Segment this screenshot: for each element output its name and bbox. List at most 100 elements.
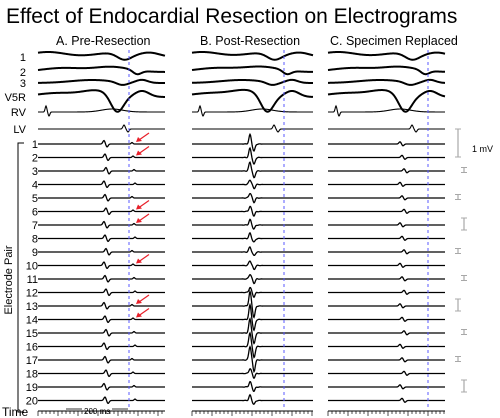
electrode-pair-trace	[38, 328, 165, 337]
red-arrow-head	[136, 150, 142, 156]
electrode-pair-trace	[328, 262, 445, 268]
lead-label-rv: RV	[11, 107, 27, 119]
electrode-pair-label-3: 3	[32, 166, 38, 178]
reference-lines	[128, 50, 429, 410]
electrode-pair-trace	[192, 393, 313, 405]
electrode-pair-trace	[38, 315, 165, 324]
electrode-pair-label-2: 2	[32, 153, 38, 165]
electrode-pair-trace	[328, 357, 445, 363]
electrode-pair-trace	[328, 154, 445, 160]
electrode-pair-trace	[328, 168, 445, 174]
surface-trace	[327, 89, 446, 113]
electrode-pair-trace	[328, 330, 445, 336]
electrode-pair-trace	[192, 260, 313, 271]
surface-trace	[37, 89, 166, 113]
red-arrow-head	[136, 137, 142, 142]
time-axis	[37, 408, 445, 416]
figure-title: Effect of Endocardial Resection on Elect…	[6, 5, 457, 28]
electrode-pair-trace	[328, 316, 445, 322]
red-arrow	[138, 294, 150, 303]
electrode-pair-trace	[192, 302, 313, 332]
electrode-pair-trace	[328, 141, 445, 147]
electrode-pair-trace	[328, 181, 445, 187]
electrode-pair-axis-label: Electrode Pair	[3, 245, 15, 314]
time-scale-label: 200 ms	[84, 407, 110, 416]
electrode-pair-trace	[328, 249, 445, 255]
annotation-arrows	[136, 132, 150, 318]
electrode-pair-trace	[38, 234, 165, 243]
electrode-pair-trace	[328, 289, 445, 295]
electrode-pair-trace	[328, 276, 445, 282]
electrode-pair-trace	[192, 317, 313, 345]
electrode-pair-trace	[192, 205, 313, 217]
electrode-pair-trace	[38, 342, 165, 351]
electrode-pair-trace	[328, 370, 445, 376]
electrode-pair-trace	[38, 261, 165, 270]
electrode-pair-label-9: 9	[32, 247, 38, 259]
electrode-pair-trace	[38, 139, 165, 148]
electrode-pair-trace	[38, 301, 165, 310]
electrode-pair-trace	[192, 289, 313, 319]
electrode-pair-trace	[192, 132, 313, 152]
electrogram-traces	[37, 50, 446, 405]
surface-trace	[38, 104, 165, 117]
electrode-pair-trace	[38, 247, 165, 256]
electrode-pair-trace	[192, 161, 313, 179]
surface-trace	[192, 124, 313, 133]
electrode-pair-trace	[38, 369, 165, 378]
lead-label-3: 3	[20, 78, 26, 90]
electrode-pair-trace	[38, 396, 165, 405]
lead-labels: 123V5RRVLV123456789101112131415161718192…	[5, 52, 38, 408]
electrode-pair-trace	[38, 382, 165, 391]
surface-trace	[191, 65, 313, 76]
electrode-pair-trace	[192, 273, 313, 285]
electrode-pair-trace	[192, 179, 313, 190]
red-arrow-head	[136, 204, 142, 210]
surface-trace	[37, 50, 166, 61]
electrode-pair-label-15: 15	[26, 328, 38, 340]
electrode-pair-trace	[192, 218, 313, 230]
surface-trace	[191, 50, 314, 61]
red-arrow	[138, 146, 150, 154]
surface-trace	[327, 78, 446, 86]
electrode-pair-trace	[192, 246, 313, 257]
panel-c-label: C. Specimen Replaced	[330, 34, 458, 48]
electrode-pair-trace	[38, 153, 165, 162]
electrode-pair-trace	[192, 146, 313, 165]
red-arrow-head	[136, 218, 142, 223]
lead-label-lv: LV	[13, 124, 26, 136]
surface-trace	[38, 78, 165, 86]
electrode-pair-trace	[192, 286, 313, 299]
panel-b-label: B. Post-Resection	[200, 34, 300, 48]
electrode-pair-trace	[192, 331, 313, 359]
electrode-pair-trace	[192, 345, 313, 374]
lead-label-v5r: V5R	[5, 92, 26, 104]
electrode-pair-label-4: 4	[32, 180, 38, 192]
electrode-pair-bracket	[17, 142, 24, 413]
red-arrow	[138, 308, 150, 316]
electrode-pair-label-19: 19	[26, 382, 38, 394]
electrode-pair-label-20: 20	[26, 396, 38, 408]
electrode-pair-trace	[328, 397, 445, 403]
red-arrow	[138, 132, 150, 141]
electrode-pair-trace	[328, 235, 445, 241]
electrode-pair-label-6: 6	[32, 207, 38, 219]
surface-trace	[191, 88, 314, 113]
electrode-pair-label-11: 11	[27, 274, 38, 286]
electrode-pair-trace	[328, 343, 445, 349]
surface-trace	[191, 78, 314, 86]
red-arrow	[138, 200, 150, 208]
electrode-pair-label-12: 12	[26, 288, 38, 300]
electrode-pair-trace	[38, 207, 165, 216]
lead-label-1: 1	[20, 52, 26, 64]
electrode-pair-label-1: 1	[32, 139, 38, 151]
electrode-pair-trace	[328, 384, 445, 390]
electrode-pair-label-18: 18	[26, 369, 38, 381]
surface-trace	[327, 50, 446, 61]
electrode-pair-label-17: 17	[26, 355, 38, 367]
electrode-pair-label-7: 7	[32, 220, 38, 232]
electrode-pair-trace	[38, 193, 165, 202]
scale-bars	[455, 128, 467, 393]
electrode-pair-trace	[38, 288, 165, 297]
electrode-pair-trace	[38, 355, 165, 364]
